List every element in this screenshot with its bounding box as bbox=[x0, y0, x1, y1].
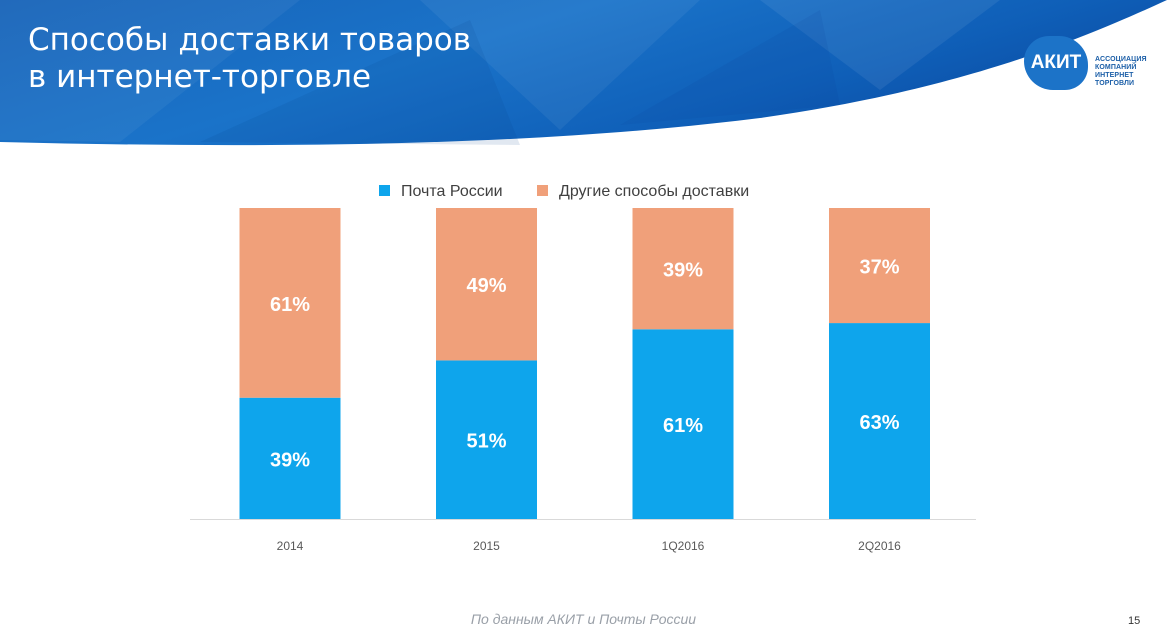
x-tick-label-2014: 2014 bbox=[277, 539, 304, 553]
bar-other-delivery-2014 bbox=[239, 208, 341, 398]
logo-text-line-2: КОМПАНИЙ bbox=[1095, 64, 1137, 71]
slide-title: Способы доставки товаров в интернет-торг… bbox=[28, 22, 471, 96]
page-number: 15 bbox=[1128, 615, 1141, 627]
data-label-post-russia-2Q2016: 63% bbox=[859, 412, 899, 434]
data-label-other-delivery-2Q2016: 37% bbox=[859, 257, 899, 279]
akit-logo-text: АССОЦИАЦИЯ КОМПАНИЙ ИНТЕРНЕТ ТОРГОВЛИ bbox=[1095, 56, 1147, 88]
bar-post-russia-1Q2016 bbox=[632, 329, 734, 519]
data-label-other-delivery-2014: 61% bbox=[270, 294, 310, 316]
logo-text-line-1: АССОЦИАЦИЯ bbox=[1095, 56, 1147, 63]
x-tick-label-1Q2016: 1Q2016 bbox=[662, 539, 705, 553]
header-background bbox=[0, 0, 1167, 146]
data-label-post-russia-2014: 39% bbox=[270, 449, 310, 471]
bar-post-russia-2015 bbox=[436, 360, 537, 519]
logo-text-line-3: ИНТЕРНЕТ bbox=[1095, 72, 1134, 79]
x-tick-label-2015: 2015 bbox=[473, 539, 500, 553]
bar-post-russia-2014 bbox=[239, 397, 341, 519]
data-label-post-russia-1Q2016: 61% bbox=[663, 415, 703, 437]
akit-logo: АКИТ АССОЦИАЦИЯ КОМПАНИЙ ИНТЕРНЕТ ТОРГОВ… bbox=[1024, 32, 1159, 94]
x-tick-label-2Q2016: 2Q2016 bbox=[858, 539, 901, 553]
data-label-post-russia-2015: 51% bbox=[466, 431, 506, 453]
bar-post-russia-2Q2016 bbox=[829, 323, 930, 519]
legend-label-other-delivery: Другие способы доставки bbox=[559, 183, 749, 200]
legend-label-post-russia: Почта России bbox=[401, 183, 503, 200]
legend-swatch-other-delivery bbox=[537, 185, 548, 196]
logo-text-line-4: ТОРГОВЛИ bbox=[1095, 80, 1135, 87]
source-note: По данным АКИТ и Почты России bbox=[470, 611, 697, 627]
bar-other-delivery-2Q2016 bbox=[829, 208, 930, 324]
data-label-other-delivery-2015: 49% bbox=[466, 275, 506, 297]
slide-title-line-1: Способы доставки товаров bbox=[28, 22, 472, 58]
slide-title-line-2: в интернет-торговле bbox=[28, 59, 372, 95]
legend-swatch-post-russia bbox=[379, 185, 390, 196]
akit-logo-badge: АКИТ bbox=[1024, 36, 1088, 90]
bar-other-delivery-2015 bbox=[436, 208, 537, 361]
stacked-bar-chart: 39% 61% 2014 51% 49% 2015 61% 39% 1Q2016 63% 37% 2Q… bbox=[190, 183, 976, 553]
bar-other-delivery-1Q2016 bbox=[632, 208, 734, 330]
data-label-other-delivery-1Q2016: 39% bbox=[663, 260, 703, 282]
